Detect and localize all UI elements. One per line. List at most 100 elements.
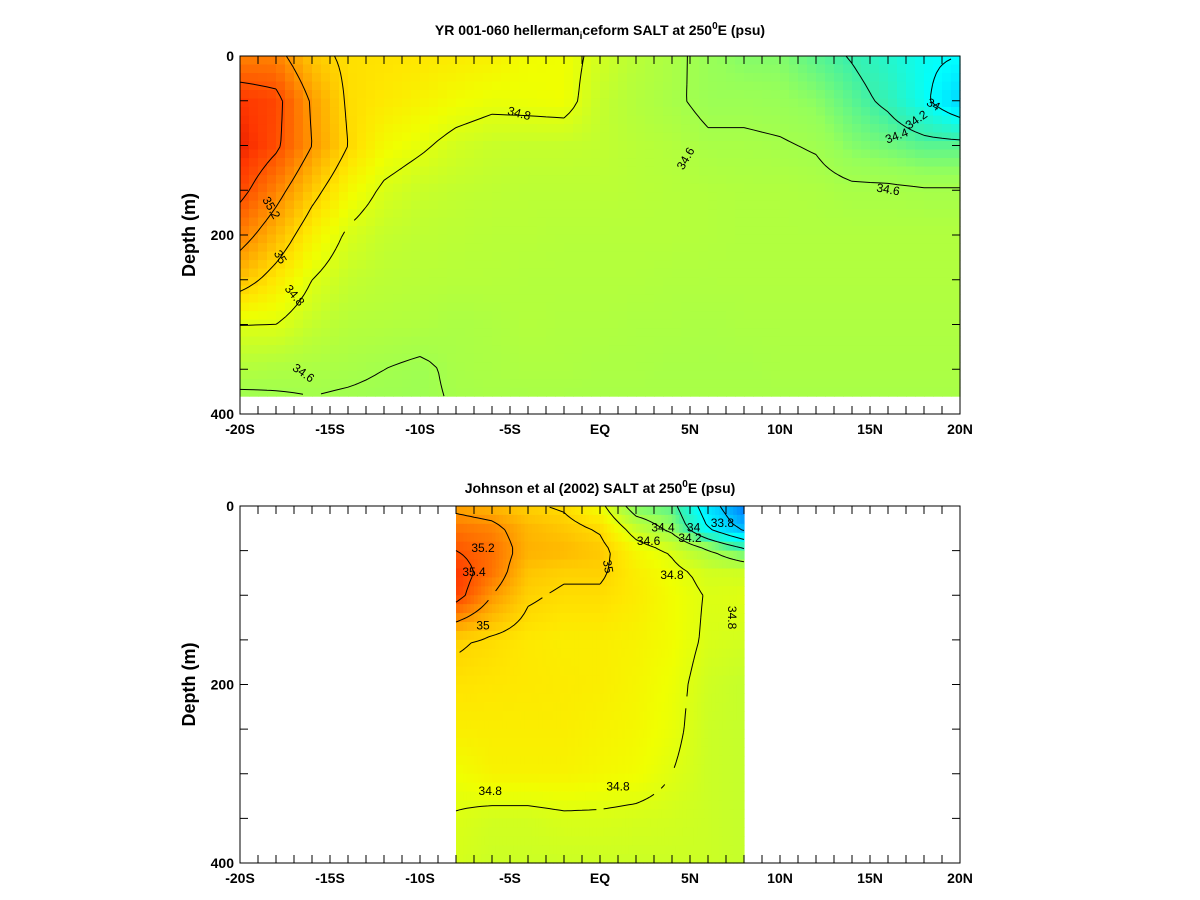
heatmap-cell — [303, 277, 313, 287]
heatmap-cell — [744, 158, 754, 168]
heatmap-cell — [942, 175, 952, 185]
heatmap-cell — [609, 166, 619, 176]
heatmap-cell — [519, 98, 529, 108]
heatmap-cell — [357, 166, 367, 176]
heatmap-cell — [621, 577, 626, 587]
heatmap-cell — [717, 379, 727, 389]
heatmap-cell — [339, 98, 349, 108]
heatmap-cell — [591, 268, 601, 278]
heatmap-cell — [546, 328, 556, 338]
heatmap-cell — [592, 532, 597, 543]
heatmap-cell — [366, 132, 376, 142]
heatmap-cell — [861, 251, 871, 261]
heatmap-cell — [650, 595, 655, 605]
heatmap-cell — [513, 595, 518, 605]
heatmap-cell — [654, 141, 664, 151]
heatmap-cell — [762, 98, 772, 108]
heatmap-cell — [690, 666, 695, 677]
heatmap-cell — [294, 328, 304, 338]
heatmap-cell — [618, 302, 628, 312]
heatmap-cell — [744, 200, 754, 210]
heatmap-cell — [375, 260, 385, 270]
heatmap-cell — [807, 260, 817, 270]
heatmap-cell — [690, 217, 700, 227]
heatmap-cell — [499, 506, 504, 516]
heatmap-cell — [447, 387, 457, 397]
heatmap-cell — [780, 243, 790, 253]
heatmap-cell — [870, 149, 880, 159]
heatmap-cell — [546, 684, 551, 695]
heatmap-cell — [375, 336, 385, 346]
heatmap-cell — [537, 124, 547, 134]
heatmap-cell — [348, 98, 358, 108]
heatmap-cell — [861, 336, 871, 346]
heatmap-cell — [481, 613, 486, 623]
heatmap-cell — [654, 319, 664, 329]
heatmap-cell — [537, 362, 547, 372]
heatmap-cell — [897, 362, 907, 372]
heatmap-cell — [520, 550, 525, 561]
heatmap-cell — [411, 328, 421, 338]
heatmap-cell — [546, 657, 551, 668]
heatmap-cell — [492, 234, 502, 244]
heatmap-cell — [924, 379, 934, 389]
heatmap-cell — [726, 141, 736, 151]
heatmap-cell — [690, 124, 700, 134]
heatmap-cell — [661, 675, 666, 686]
heatmap-cell — [627, 73, 637, 83]
heatmap-cell — [481, 604, 486, 614]
heatmap-cell — [474, 613, 479, 623]
heatmap-cell — [933, 387, 943, 397]
heatmap-cell — [843, 362, 853, 372]
heatmap-cell — [780, 98, 790, 108]
heatmap-cell — [681, 56, 691, 66]
heatmap-cell — [906, 56, 916, 66]
heatmap-cell — [592, 514, 597, 525]
heatmap-cell — [762, 209, 772, 219]
heatmap-cell — [240, 353, 250, 363]
heatmap-cell — [542, 577, 547, 587]
heatmap-cell — [646, 559, 651, 570]
heatmap-cell — [375, 200, 385, 210]
heatmap-cell — [429, 56, 439, 66]
heatmap-cell — [553, 577, 558, 587]
heatmap-cell — [312, 362, 322, 372]
heatmap-cell — [609, 362, 619, 372]
heatmap-cell — [560, 550, 565, 561]
heatmap-cell — [303, 64, 313, 74]
heatmap-cell — [459, 630, 464, 641]
heatmap-cell — [402, 260, 412, 270]
heatmap-cell — [618, 81, 628, 91]
heatmap-cell — [330, 64, 340, 74]
heatmap-cell — [789, 124, 799, 134]
heatmap-cell — [906, 107, 916, 117]
heatmap-cell — [825, 353, 835, 363]
heatmap-cell — [852, 166, 862, 176]
heatmap-cell — [663, 387, 673, 397]
heatmap-cell — [267, 73, 277, 83]
heatmap-cell — [402, 175, 412, 185]
heatmap-cell — [456, 124, 466, 134]
heatmap-cell — [825, 260, 835, 270]
heatmap-cell — [735, 243, 745, 253]
heatmap-cell — [375, 268, 385, 278]
heatmap-cell — [384, 234, 394, 244]
heatmap-cell — [411, 277, 421, 287]
heatmap-cell — [718, 506, 723, 516]
heatmap-cell — [303, 107, 313, 117]
heatmap-cell — [686, 666, 691, 677]
heatmap-cell — [632, 604, 637, 614]
heatmap-cell — [285, 158, 295, 168]
heatmap-cell — [736, 506, 741, 516]
heatmap-cell — [834, 209, 844, 219]
heatmap-cell — [632, 657, 637, 668]
heatmap-cell — [520, 622, 525, 632]
heatmap-cell — [600, 559, 605, 570]
heatmap-cell — [549, 532, 554, 543]
heatmap-cell — [484, 622, 489, 632]
heatmap-cell — [816, 81, 826, 91]
heatmap-cell — [513, 639, 518, 650]
heatmap-cell — [697, 550, 702, 561]
heatmap-cell — [574, 559, 579, 570]
heatmap-cell — [578, 666, 583, 677]
